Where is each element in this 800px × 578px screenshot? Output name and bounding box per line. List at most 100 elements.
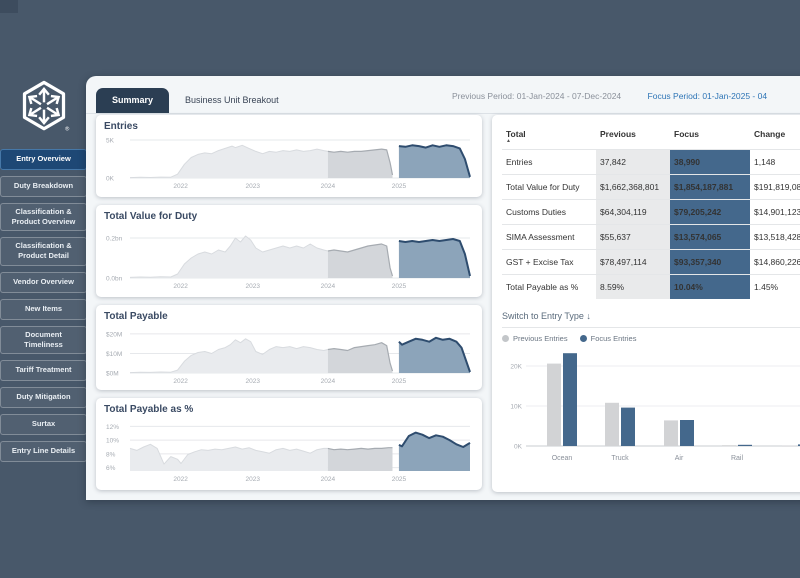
cell-prev: $55,637 [596,223,670,249]
kpi-table: Total ▲ Previous Focus Change Entries 37,842 3… [502,125,800,299]
kpi-table-header-row: Total ▲ Previous Focus Change [502,125,800,149]
svg-text:6%: 6% [106,465,116,472]
sidebar-item-entry-line-details[interactable]: Entry Line Details [0,440,87,462]
svg-text:2025: 2025 [392,283,407,290]
svg-text:$10M: $10M [106,351,122,358]
kpi-table-body: Entries 37,842 38,990 1,148 Total Value for … [502,148,800,299]
tab-bar: Summary Business Unit Breakout [96,88,295,113]
svg-text:2025: 2025 [392,183,407,190]
cell-change: 1.45% [750,273,800,299]
cell-change: $14,860,226 [750,248,800,274]
bar-chart-legend: Previous Entries Focus Entries [502,334,800,343]
sidebar-item-classification-product-overview[interactable]: Classification & Product Overview [0,203,87,232]
svg-text:Rail: Rail [731,455,744,462]
cell-prev: $1,662,368,801 [596,173,670,199]
cell-focus: 10.04% [670,273,750,299]
table-row[interactable]: Total Payable as % 8.59% 10.04% 1.45% [502,273,800,299]
svg-text:2025: 2025 [392,476,407,483]
sort-ascending-icon: ▲ [506,138,511,144]
total-value-for-duty-area-chart[interactable]: 0.2bn 0.0bn 2022 2023 2024 2025 [104,224,474,290]
svg-text:10K: 10K [510,404,522,411]
chart-card-total-payable: Total Payable $20M $10M $0M 2022 2023 2024 202… [96,305,482,390]
svg-text:2022: 2022 [173,476,188,483]
cell-prev: 37,842 [596,148,670,174]
svg-text:2023: 2023 [246,283,261,290]
kpi-column-header[interactable]: Change [754,129,786,139]
cell-prev: $64,304,119 [596,198,670,224]
svg-text:0.0bn: 0.0bn [106,276,123,283]
sidebar-item-entry-overview[interactable]: Entry Overview [0,149,87,170]
sidebar-item-surtax[interactable]: Surtax [0,413,87,435]
tab-summary[interactable]: Summary [96,88,170,113]
switch-entry-type-control[interactable]: Switch to Entry Type ↓ [502,311,800,328]
svg-text:2023: 2023 [246,476,261,483]
svg-text:10%: 10% [106,438,119,445]
svg-text:2024: 2024 [321,183,336,190]
cube-expand-logo-icon: ® [22,80,70,132]
entries-area-chart[interactable]: 5K 0K 2022 2023 2024 2025 [104,134,474,190]
cell-name: Customs Duties [502,198,596,224]
dashboard-panel: Summary Business Unit Breakout Previous … [86,76,800,500]
cell-focus: 38,990 [670,148,750,174]
svg-text:Ocean: Ocean [552,455,573,462]
svg-text:$0M: $0M [106,371,119,378]
svg-text:$20M: $20M [106,331,122,338]
kpi-column-header[interactable]: Focus [674,129,700,139]
cell-focus: $93,357,340 [670,248,750,274]
table-row[interactable]: Total Value for Duty $1,662,368,801 $1,854… [502,173,800,199]
chart-title: Total Payable as % [104,404,194,415]
cell-focus: $13,574,065 [670,223,750,249]
svg-text:Air: Air [675,455,684,462]
table-row[interactable]: Customs Duties $64,304,119 $79,205,242 $14,… [502,198,800,224]
sidebar-nav: Entry Overview Duty Breakdown Classificati… [0,149,87,462]
svg-text:2024: 2024 [321,283,336,290]
table-row[interactable]: Entries 37,842 38,990 1,148 [502,148,800,174]
svg-text:8%: 8% [106,451,116,458]
legend-label: Focus Entries [590,334,637,343]
tab-business-unit-breakout[interactable]: Business Unit Breakout [185,95,279,105]
sidebar-item-tariff-treatment[interactable]: Tariff Treatment [0,359,87,381]
period-labels: Previous Period: 01-Jan-2024 - 07-Dec-20… [452,91,767,101]
chart-title: Total Payable [104,311,168,322]
table-row[interactable]: SIMA Assessment $55,637 $13,574,065 $13,518… [502,223,800,249]
legend-label: Previous Entries [513,334,568,343]
table-row[interactable]: GST + Excise Tax $78,497,114 $93,357,340 $1… [502,248,800,274]
chart-title: Total Value for Duty [104,211,198,222]
sidebar-item-duty-breakdown[interactable]: Duty Breakdown [0,176,87,197]
chart-card-total-payable-as-pct: Total Payable as % 12% 10% 8% 6% 2022 2023 202… [96,398,482,490]
sidebar-item-classification-product-detail[interactable]: Classification & Product Detail [0,237,87,266]
svg-text:2022: 2022 [173,183,188,190]
tab-divider [86,113,800,114]
logo-registered-mark: ® [65,125,70,132]
chart-card-entries: Entries 5K 0K 2022 2023 2024 2025 [96,115,482,197]
sidebar-item-document-timeliness[interactable]: Document Timeliness [0,325,87,354]
svg-text:0K: 0K [514,444,523,451]
cell-change: 1,148 [750,148,800,174]
svg-text:0.2bn: 0.2bn [106,236,123,243]
total-payable-as-pct-area-chart[interactable]: 12% 10% 8% 6% 2022 2023 2024 2025 [104,417,474,483]
cell-name: Entries [502,148,596,174]
svg-text:2022: 2022 [173,283,188,290]
sidebar-item-duty-mitigation[interactable]: Duty Mitigation [0,386,87,408]
total-payable-area-chart[interactable]: $20M $10M $0M 2022 2023 2024 2025 [104,324,474,385]
app-logo: ® [16,80,72,132]
svg-text:Truck: Truck [611,455,629,462]
kpi-column-header[interactable]: Total ▲ [502,125,596,149]
svg-text:2025: 2025 [392,378,407,385]
cell-prev: 8.59% [596,273,670,299]
cell-change: $191,819,080 [750,173,800,199]
legend-item[interactable]: Previous Entries [502,334,568,343]
cell-name: GST + Excise Tax [502,248,596,274]
svg-text:5K: 5K [106,138,115,145]
cell-name: SIMA Assessment [502,223,596,249]
svg-text:2022: 2022 [173,378,188,385]
cell-focus: $1,854,187,881 [670,173,750,199]
kpi-column-header[interactable]: Previous [600,129,636,139]
cell-change: $14,901,123 [750,198,800,224]
sidebar-item-new-items[interactable]: New Items [0,298,87,320]
chart-card-total-value-for-duty: Total Value for Duty 0.2bn 0.0bn 2022 2023 2… [96,205,482,297]
legend-item[interactable]: Focus Entries [579,334,637,343]
previous-period-label: Previous Period: 01-Jan-2024 - 07-Dec-20… [452,91,622,101]
entry-type-bar-chart[interactable]: 20K 10K 0K Ocean Truck Air Rail [502,343,800,468]
sidebar-item-vendor-overview[interactable]: Vendor Overview [0,271,87,293]
